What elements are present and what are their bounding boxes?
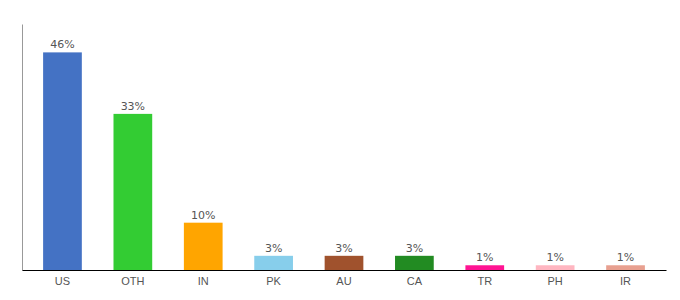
x-axis-line	[23, 270, 667, 271]
data-label: 1%	[476, 251, 493, 264]
x-tick: OTH	[121, 275, 144, 287]
data-label: 3%	[265, 242, 282, 255]
x-tick: TR	[477, 275, 492, 287]
x-tick: AU	[336, 275, 351, 287]
x-tick-label: PH	[548, 275, 563, 287]
data-label: 10%	[191, 209, 215, 222]
bar	[43, 52, 82, 270]
y-axis	[22, 25, 23, 271]
bar	[325, 256, 364, 270]
bar	[184, 223, 223, 270]
data-label: 3%	[335, 242, 352, 255]
bar	[113, 114, 152, 270]
data-label: 46%	[50, 38, 74, 51]
x-tick: PH	[548, 275, 563, 287]
data-label: 1%	[617, 251, 634, 264]
data-labels: 46% 33% 10% 3% 3% 3% 1% 1% 1%	[50, 38, 634, 264]
x-tick-label: AU	[336, 275, 351, 287]
x-tick: IN	[198, 275, 209, 287]
x-tick: IR	[620, 275, 631, 287]
data-label: 33%	[121, 100, 145, 113]
bars	[43, 52, 645, 270]
bar	[465, 265, 504, 270]
y-axis-line	[22, 25, 23, 271]
x-tick: US	[55, 275, 70, 287]
bar	[606, 265, 645, 270]
bar	[254, 256, 293, 270]
bar	[395, 256, 434, 270]
data-label: 1%	[546, 251, 563, 264]
data-label: 3%	[406, 242, 423, 255]
x-tick-label: OTH	[121, 275, 144, 287]
x-tick-label: US	[55, 275, 70, 287]
plot: US OTH IN PK AU CA TR PH IR 46% 33% 10% 3% 3% 3% 1% 1% 1%	[23, 25, 667, 287]
x-tick-label: TR	[477, 275, 492, 287]
x-tick-label: IR	[620, 275, 631, 287]
x-tick-label: CA	[407, 275, 423, 287]
chart: US OTH IN PK AU CA TR PH IR 46% 33% 10% 3% 3% 3% 1% 1% 1%	[0, 0, 680, 300]
x-axis: US OTH IN PK AU CA TR PH IR	[23, 271, 667, 287]
x-tick: PK	[266, 275, 281, 287]
x-tick: CA	[407, 275, 423, 287]
x-tick-label: IN	[198, 275, 209, 287]
x-tick-label: PK	[266, 275, 281, 287]
bar	[536, 265, 575, 270]
